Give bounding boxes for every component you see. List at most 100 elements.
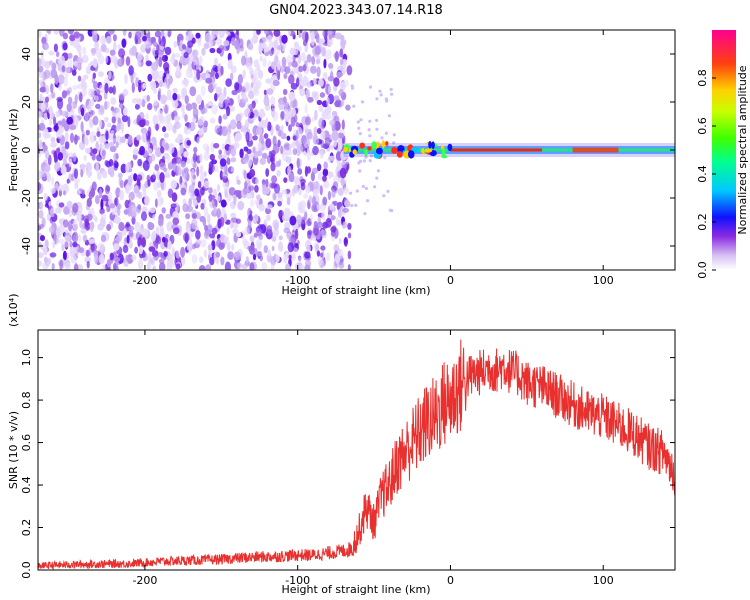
noise-speckle (119, 180, 124, 189)
noise-speckle (217, 63, 221, 72)
noise-speckle (38, 202, 41, 210)
noise-speckle (286, 55, 293, 65)
noise-speckle (287, 30, 292, 36)
noise-speckle (39, 81, 44, 88)
spectrogram-noise (38, 30, 396, 270)
noise-speckle (230, 65, 237, 74)
noise-speckle (204, 224, 208, 231)
noise-speckle (42, 245, 48, 256)
noise-speckle (104, 100, 108, 111)
noise-speckle (185, 213, 191, 220)
noise-speckle (227, 251, 235, 260)
noise-speckle (192, 49, 199, 58)
noise-speckle (306, 132, 313, 140)
noise-speckle (137, 204, 142, 210)
noise-speckle (167, 143, 175, 154)
noise-speckle (117, 117, 121, 124)
noise-speckle (98, 188, 103, 199)
noise-speckle (171, 192, 178, 203)
noise-speckle (335, 217, 339, 226)
tick-label: 0.6 (20, 434, 33, 452)
noise-speckle (207, 244, 213, 251)
noise-speckle (155, 123, 159, 131)
noise-speckle (54, 74, 59, 85)
noise-speckle (117, 207, 121, 217)
noise-speckle (295, 228, 299, 240)
noise-speckle (48, 118, 53, 126)
noise-speckle (211, 104, 219, 115)
noise-speckle (349, 191, 353, 195)
noise-speckle (111, 137, 116, 144)
noise-speckle (305, 116, 311, 126)
tick-label: 0 (20, 147, 33, 154)
noise-speckle (307, 230, 313, 236)
noise-speckle (78, 234, 82, 243)
noise-speckle (278, 241, 284, 252)
noise-speckle (92, 148, 98, 155)
noise-speckle (141, 237, 146, 248)
noise-speckle (99, 119, 102, 129)
noise-speckle (199, 239, 207, 248)
noise-speckle (322, 196, 328, 206)
noise-speckle (117, 172, 123, 179)
noise-speckle (242, 238, 248, 246)
tick-label: -100 (285, 274, 310, 287)
noise-speckle (92, 58, 98, 68)
noise-speckle (248, 90, 255, 100)
noise-speckle (192, 107, 199, 119)
noise-speckle (66, 103, 72, 113)
noise-speckle (283, 73, 288, 80)
noise-speckle (52, 240, 56, 249)
noise-speckle (68, 158, 73, 168)
noise-speckle (60, 165, 67, 175)
noise-speckle (328, 85, 331, 95)
noise-speckle (291, 60, 298, 68)
noise-speckle (136, 98, 143, 105)
noise-speckle (176, 157, 182, 164)
noise-speckle (67, 96, 73, 105)
noise-speckle (193, 146, 198, 154)
noise-speckle (375, 118, 379, 122)
noise-speckle (173, 227, 180, 235)
noise-speckle (138, 227, 143, 235)
colorbar-tick-label: 0.2 (696, 213, 709, 231)
noise-speckle (215, 38, 223, 46)
noise-speckle (135, 77, 140, 88)
noise-speckle (316, 99, 323, 106)
noise-speckle (347, 264, 351, 270)
noise-speckle (314, 45, 321, 56)
top-y-ticks: -40 -20 0 20 40 (20, 47, 675, 255)
noise-speckle (366, 199, 370, 203)
noise-speckle (231, 244, 235, 251)
noise-speckle (208, 194, 216, 200)
noise-speckle (293, 175, 300, 184)
noise-speckle (291, 252, 296, 261)
noise-speckle (164, 46, 172, 56)
noise-speckle (49, 252, 57, 258)
noise-speckle (90, 243, 98, 251)
noise-speckle (246, 148, 252, 155)
noise-speckle (293, 41, 299, 48)
noise-speckle (59, 259, 63, 270)
noise-speckle (317, 256, 323, 266)
noise-speckle (223, 213, 227, 223)
noise-speckle (140, 127, 148, 134)
noise-speckle (166, 75, 173, 86)
noise-speckle (126, 234, 130, 244)
noise-speckle (289, 215, 297, 226)
noise-speckle (127, 175, 133, 186)
noise-speckle (91, 48, 96, 56)
noise-speckle (239, 38, 244, 49)
noise-speckle (152, 230, 157, 241)
noise-speckle (327, 190, 332, 201)
noise-speckle (252, 146, 256, 154)
noise-speckle (385, 99, 389, 103)
noise-speckle (254, 185, 259, 193)
noise-speckle (336, 71, 343, 78)
noise-speckle (338, 237, 342, 245)
colorbar: 0.0 0.2 0.4 0.6 0.8 Normalized spectral ampl… (696, 30, 749, 279)
noise-speckle (115, 141, 119, 149)
noise-speckle (223, 236, 230, 243)
noise-speckle (180, 160, 186, 168)
